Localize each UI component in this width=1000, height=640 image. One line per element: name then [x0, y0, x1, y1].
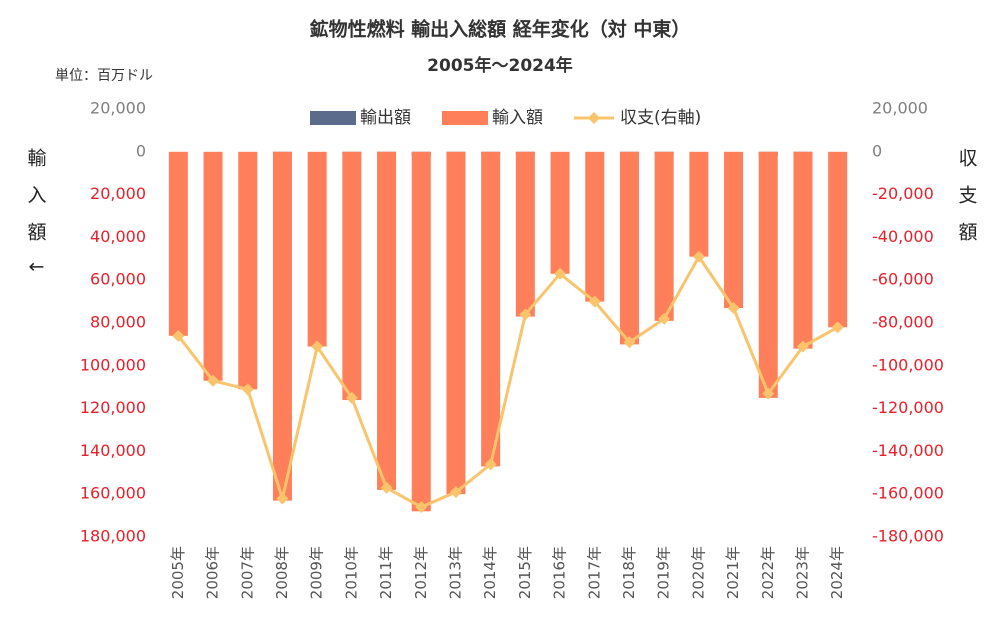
y2-tick-label: -180,000 — [872, 527, 944, 546]
x-tick-label: 2024年 — [828, 546, 846, 599]
legend-label: 輸出額 — [360, 108, 411, 128]
y2-tick-label: 0 — [872, 141, 882, 160]
y-tick-label: 40,000 — [90, 227, 146, 246]
bar — [724, 151, 744, 309]
y-tick-label: 180,000 — [80, 527, 146, 546]
line-marker — [588, 295, 601, 308]
y2-tick-label: -160,000 — [872, 484, 944, 503]
bar — [689, 151, 709, 257]
line-marker — [415, 501, 428, 514]
line — [177, 253, 839, 509]
unit-label: 単位：百万ドル — [55, 68, 153, 84]
x-tick-label: 2018年 — [620, 546, 638, 599]
legend-swatch — [442, 111, 488, 125]
legend-swatch — [588, 112, 600, 124]
bar — [481, 151, 501, 467]
y2-tick-label: -100,000 — [872, 355, 944, 374]
x-tick-label: 2010年 — [342, 546, 360, 599]
line-marker — [658, 312, 671, 325]
bar — [758, 151, 778, 398]
line-marker — [241, 383, 254, 396]
line-marker — [623, 336, 636, 349]
y-tick-label: 20,000 — [90, 184, 146, 203]
bar — [203, 151, 223, 381]
y-tick-label: 120,000 — [80, 398, 146, 417]
line-marker — [762, 387, 775, 400]
line-marker — [311, 340, 324, 353]
x-tick-label: 2011年 — [377, 546, 395, 599]
line-marker — [796, 340, 809, 353]
y2-tick-label: -80,000 — [872, 313, 934, 332]
x-tick-label: 2005年 — [169, 546, 187, 599]
bar — [619, 151, 639, 345]
bar — [550, 151, 570, 274]
y-tick-label: 160,000 — [80, 484, 146, 503]
bar — [585, 151, 605, 302]
legend-label: 収支(右軸) — [620, 108, 701, 128]
chart-title: 鉱物性燃料 輸出入総額 経年変化（対 中東） — [310, 18, 691, 41]
x-tick-label: 2022年 — [759, 546, 777, 599]
bar — [272, 151, 292, 501]
y2-tick-label: -120,000 — [872, 398, 944, 417]
y-tick-label: 100,000 — [80, 355, 146, 374]
bar — [342, 151, 362, 401]
bar — [168, 151, 188, 336]
y2-tick-label: -20,000 — [872, 184, 934, 203]
line-marker — [380, 481, 393, 494]
x-tick-label: 2021年 — [724, 546, 742, 599]
x-tick-label: 2014年 — [481, 546, 499, 599]
y2-axis-label: 収支額 — [956, 148, 978, 259]
line-marker — [692, 250, 705, 263]
line-marker — [449, 486, 462, 499]
y-tick-label: 80,000 — [90, 313, 146, 332]
bar — [446, 151, 466, 495]
bar — [377, 151, 397, 490]
x-tick-label: 2012年 — [412, 546, 430, 599]
line-marker — [207, 374, 220, 387]
chart-subtitle: 2005年～2024年 — [427, 55, 573, 76]
x-tick-label: 2020年 — [689, 546, 707, 599]
y2-tick-label: -140,000 — [872, 441, 944, 460]
bar — [307, 151, 327, 347]
bar — [793, 151, 813, 349]
x-tick-label: 2008年 — [273, 546, 291, 599]
legend-swatch — [310, 111, 356, 125]
bar — [828, 151, 848, 328]
bar — [654, 151, 674, 321]
x-tick-label: 2016年 — [551, 546, 569, 599]
y-tick-label: 60,000 — [90, 270, 146, 289]
legend-label: 輸入額 — [492, 108, 543, 128]
x-tick-label: 2019年 — [655, 546, 673, 599]
y2-tick-label: 20,000 — [872, 99, 928, 118]
bar — [411, 151, 431, 512]
y-axis-label: 輸入額↓ — [25, 148, 47, 293]
bar — [515, 151, 535, 317]
x-tick-label: 2007年 — [238, 546, 256, 599]
line-marker — [831, 321, 844, 334]
y-tick-label: 0 — [136, 141, 146, 160]
line-marker — [519, 308, 532, 321]
line-marker — [345, 391, 358, 404]
x-tick-label: 2023年 — [793, 546, 811, 599]
line-marker — [727, 302, 740, 315]
y-tick-label: 20,000 — [90, 99, 146, 118]
line-marker — [554, 267, 567, 280]
line-marker — [484, 458, 497, 471]
y2-tick-label: -60,000 — [872, 270, 934, 289]
x-tick-label: 2006年 — [204, 546, 222, 599]
line-marker — [172, 329, 185, 342]
line-marker — [276, 492, 289, 505]
x-tick-label: 2015年 — [516, 546, 534, 599]
y2-tick-label: -40,000 — [872, 227, 934, 246]
x-tick-label: 2009年 — [308, 546, 326, 599]
y-tick-label: 140,000 — [80, 441, 146, 460]
x-tick-label: 2013年 — [446, 546, 464, 599]
x-tick-label: 2017年 — [585, 546, 603, 599]
bar — [238, 151, 258, 390]
